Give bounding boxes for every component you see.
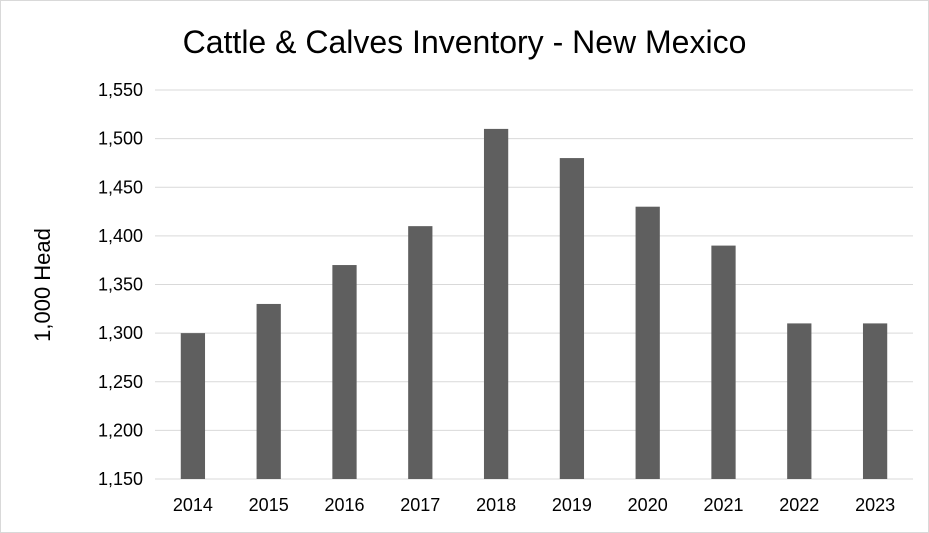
y-tick-label: 1,300	[98, 323, 143, 343]
bar-2017	[408, 226, 433, 479]
y-tick-label: 1,450	[98, 177, 143, 197]
x-tick-label: 2017	[400, 495, 440, 515]
bar-2021	[711, 245, 736, 479]
x-tick-label: 2018	[476, 495, 516, 515]
x-tick-label: 2015	[249, 495, 289, 515]
chart-title: Cattle & Calves Inventory - New Mexico	[182, 24, 747, 60]
y-tick-label: 1,150	[98, 469, 143, 489]
bar-2016	[332, 265, 357, 479]
x-tick-label: 2020	[628, 495, 668, 515]
bar-2020	[635, 206, 660, 479]
bar-2018	[483, 128, 509, 479]
x-tick-label: 2014	[173, 495, 213, 515]
y-axis-label: 1,000 Head	[30, 228, 55, 342]
bar-2015	[256, 303, 281, 479]
y-axis-ticks: 1,150 1,200 1,250 1,300 1,350 1,400 1,450 1,500…	[98, 80, 143, 489]
y-tick-label: 1,500	[98, 129, 143, 149]
y-tick-label: 1,250	[98, 372, 143, 392]
y-tick-label: 1,400	[98, 226, 143, 246]
y-tick-label: 1,350	[98, 275, 143, 295]
y-tick-label: 1,200	[98, 420, 143, 440]
bar-2022	[787, 323, 812, 479]
x-tick-label: 2019	[552, 495, 592, 515]
x-tick-label: 2022	[779, 495, 819, 515]
bar-2014	[180, 333, 206, 479]
x-tick-label: 2021	[703, 495, 743, 515]
bar-2023	[862, 323, 888, 479]
x-tick-label: 2016	[324, 495, 364, 515]
gridlines	[155, 89, 913, 480]
bars	[180, 128, 888, 479]
x-tick-label: 2023	[855, 495, 895, 515]
x-axis-ticks: 2014 2015 2016 2017 2018 2019 2020 2021 2022 2023	[173, 495, 895, 515]
bar-2019	[559, 158, 585, 479]
y-tick-label: 1,550	[98, 80, 143, 100]
